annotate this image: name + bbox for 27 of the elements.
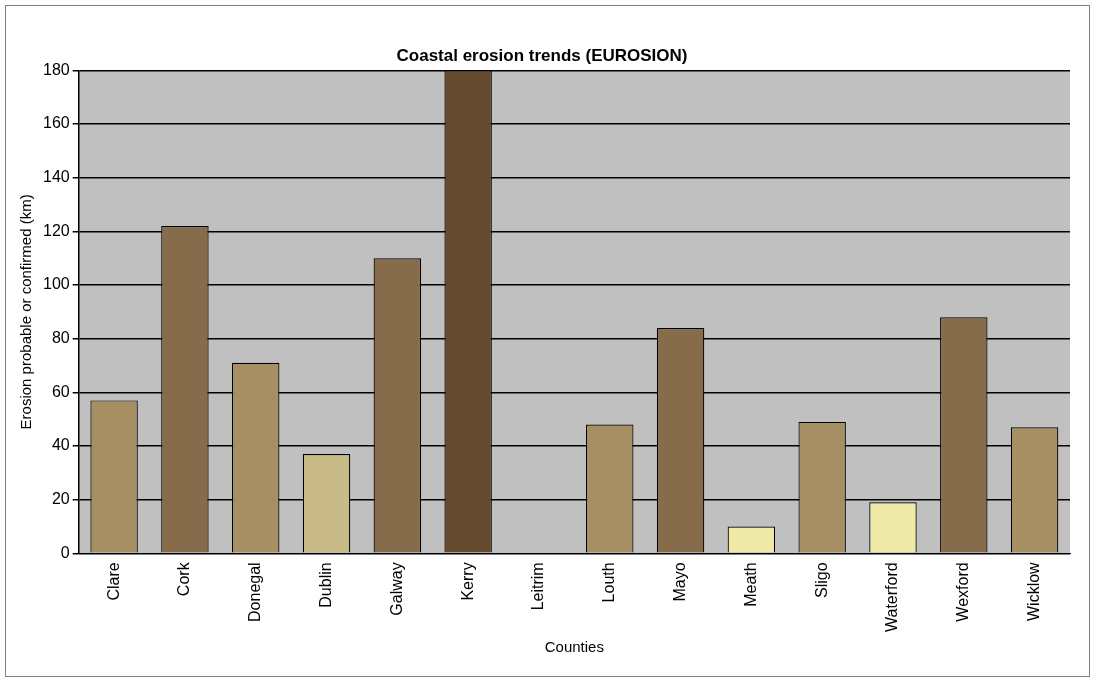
y-tick-label: 100 — [42, 275, 70, 293]
x-tick-label: Leitrim — [529, 562, 547, 611]
x-tick-label: Meath — [741, 562, 759, 607]
x-axis-title: Counties — [544, 638, 604, 656]
x-tick-label: Cork — [175, 561, 193, 597]
x-tick-label: Kerry — [458, 562, 476, 601]
y-tick-label: 60 — [51, 382, 70, 400]
x-tick-label: Donegal — [246, 562, 264, 622]
y-axis-title: Erosion probable or confirmed (km) — [17, 194, 35, 430]
x-tick-label: Galway — [387, 562, 405, 616]
x-tick-label: Louth — [600, 562, 618, 603]
y-tick-label: 20 — [51, 490, 70, 508]
x-tick-label: Waterford — [883, 562, 901, 633]
y-tick-label: 120 — [42, 221, 70, 239]
x-tick-label: Sligo — [812, 562, 830, 598]
y-tick-label: 0 — [60, 543, 70, 561]
y-tick-label: 180 — [42, 60, 70, 78]
y-tick-label: 140 — [42, 168, 70, 186]
x-tick-label: Wexford — [954, 562, 972, 622]
x-tick-label: Mayo — [670, 562, 688, 602]
x-tick-label: Dublin — [316, 562, 334, 608]
x-tick-label: Clare — [104, 562, 122, 601]
y-tick-label: 160 — [42, 114, 70, 132]
chart-title: Coastal erosion trends (EUROSION) — [396, 45, 688, 65]
y-tick-label: 80 — [51, 329, 70, 347]
x-tick-label: Wicklow — [1025, 561, 1042, 622]
y-tick-label: 40 — [51, 436, 70, 454]
